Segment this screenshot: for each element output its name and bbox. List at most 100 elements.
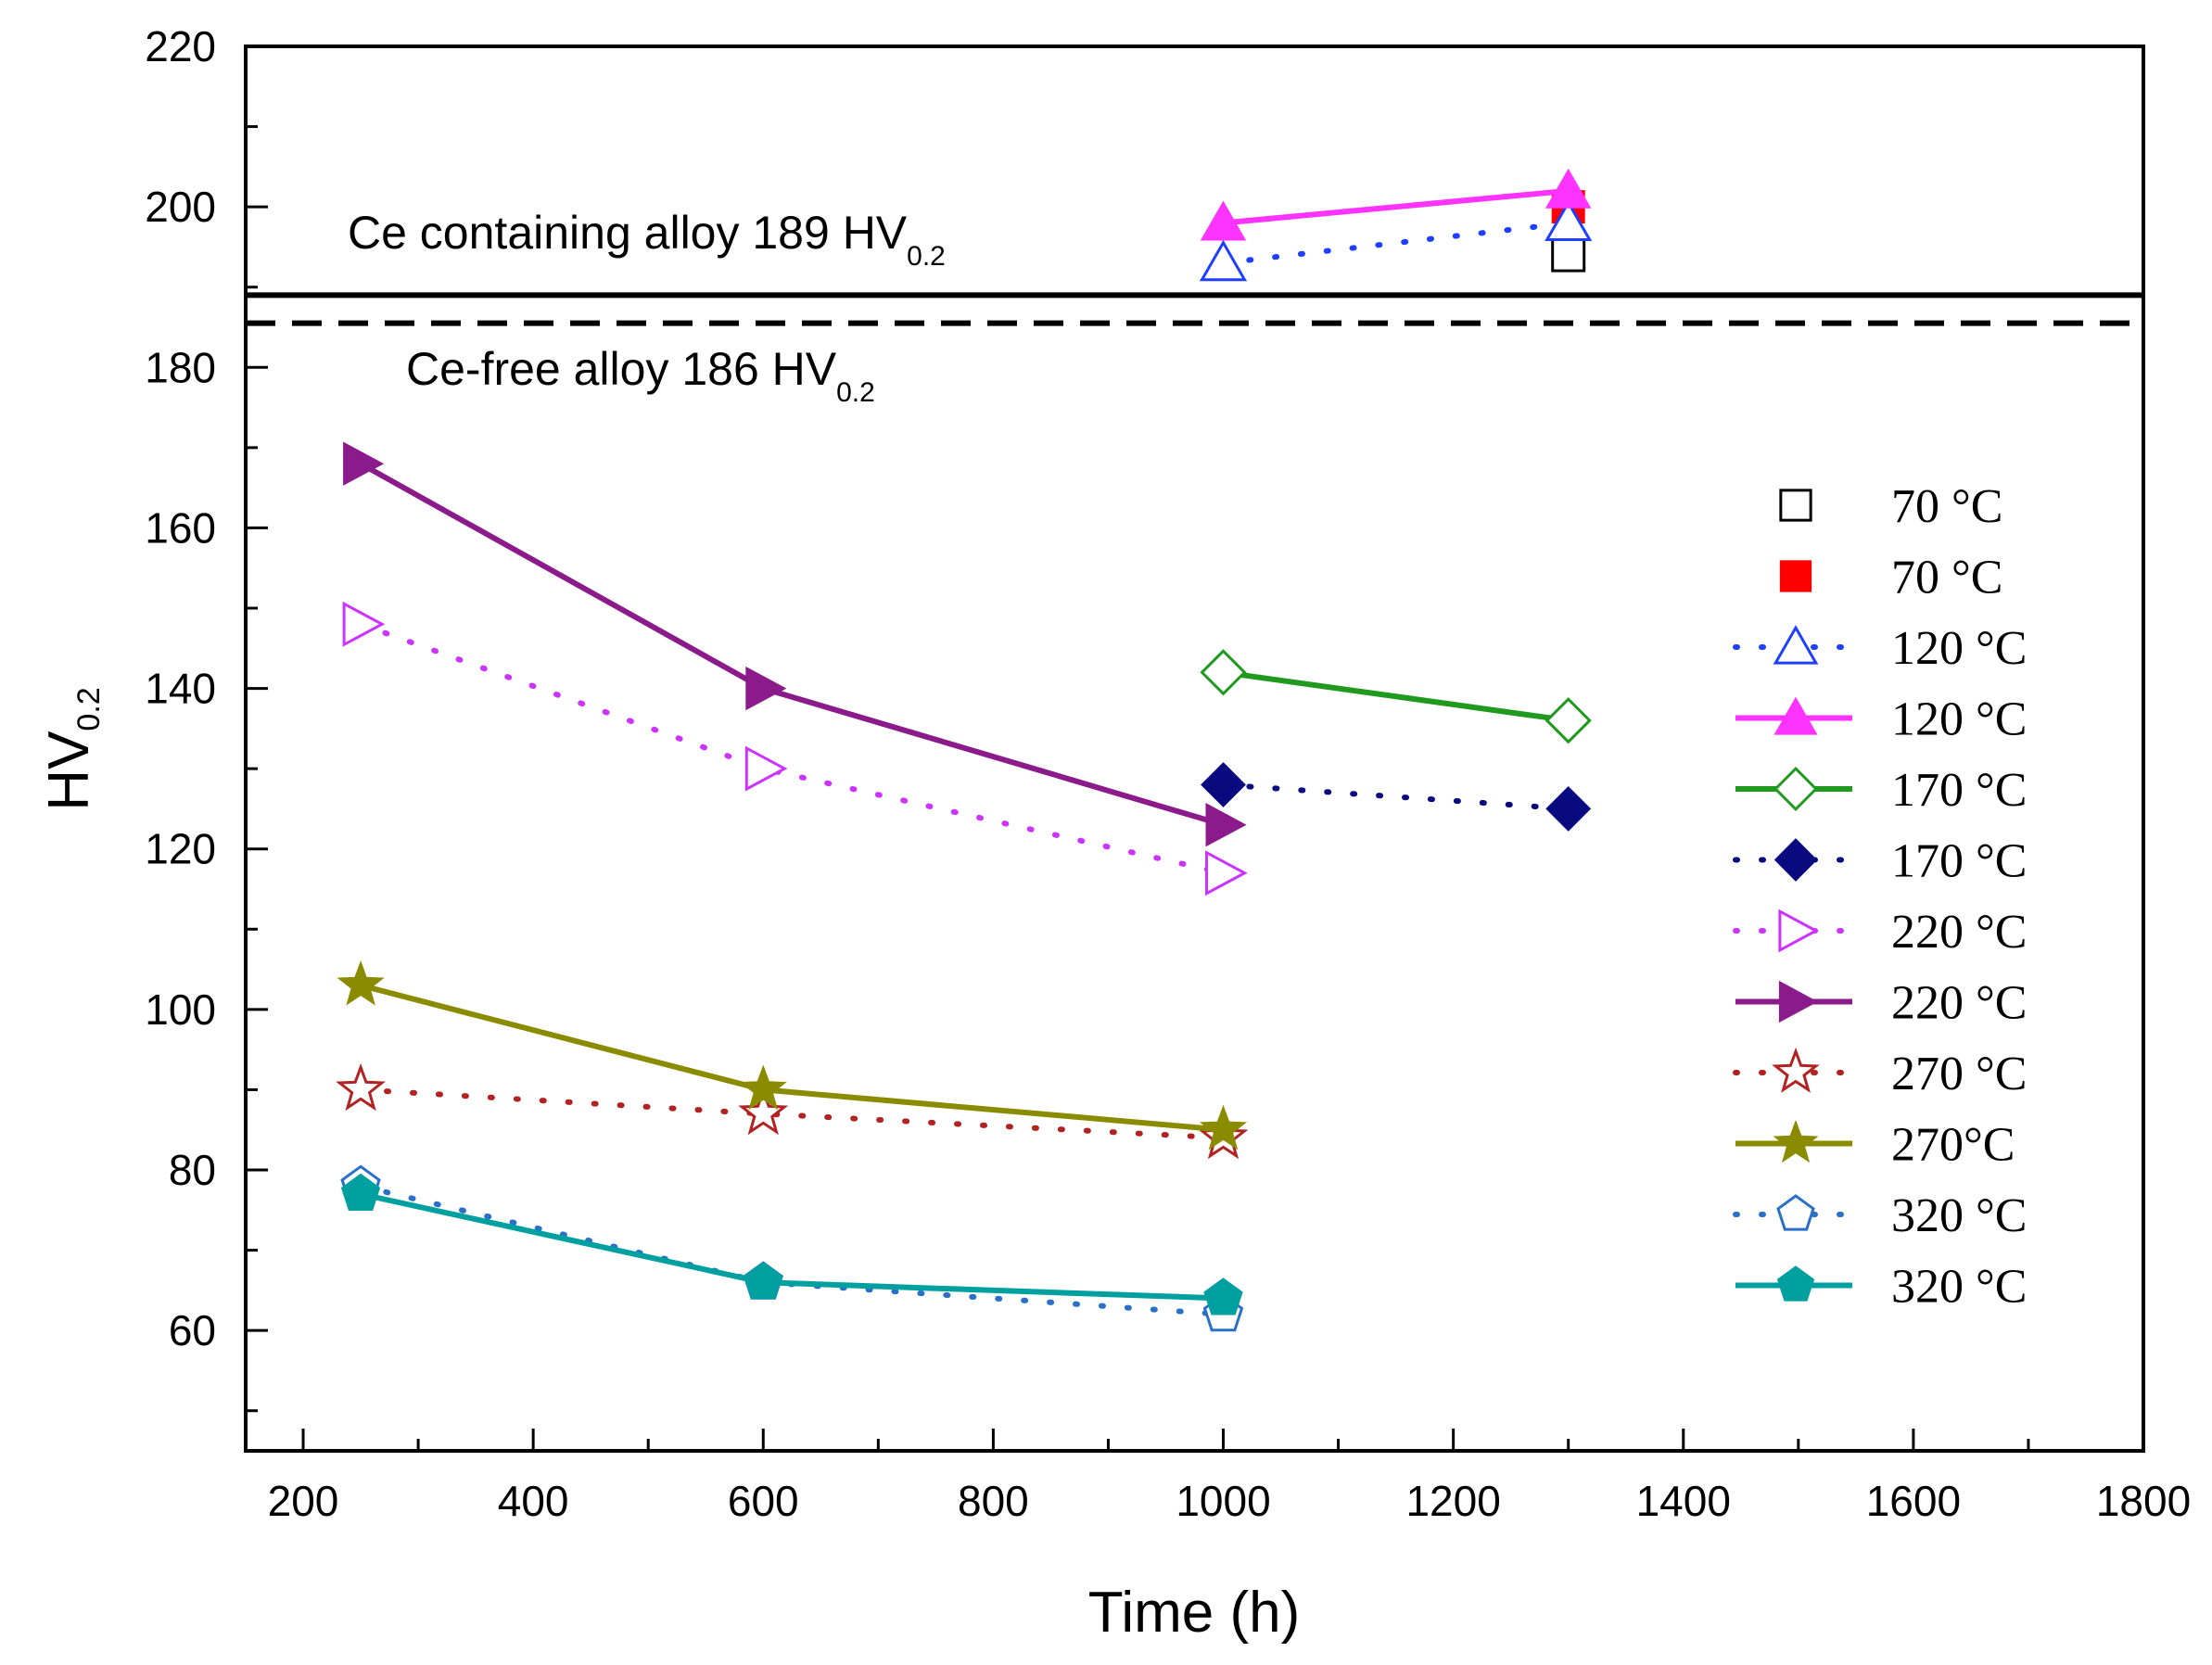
y-tick-label: 120 — [145, 825, 216, 873]
x-tick-label: 1600 — [1866, 1477, 1961, 1525]
data-point — [1545, 785, 1592, 832]
legend-label: 220 °C — [1891, 906, 2027, 959]
data-point — [1545, 697, 1592, 744]
y-tick-label: 100 — [145, 985, 216, 1034]
y-axis-title-subscript: 0.2 — [71, 687, 107, 731]
legend-marker — [1778, 980, 1818, 1023]
legend-marker — [1779, 560, 1812, 592]
series-line — [358, 1087, 1227, 1141]
legend-entry: 170 °C — [1733, 835, 2027, 888]
data-point — [340, 1173, 381, 1211]
legend-marker — [1773, 696, 1818, 735]
x-axis-title: Time (h) — [1088, 1581, 1300, 1645]
y-tick-label: 80 — [169, 1146, 216, 1194]
series-7 — [343, 441, 1247, 847]
plot-frame — [244, 44, 2145, 1453]
axis-ticks — [246, 44, 2145, 1451]
legend-entry: 270°C — [1735, 1119, 2015, 1172]
data-point — [1201, 762, 1246, 807]
y-axis-title-main: HV — [37, 731, 101, 811]
legend-entry: 120 °C — [1735, 693, 2027, 746]
data-point — [1551, 237, 1586, 273]
series-line — [1220, 782, 1571, 812]
legend-entry: 320 °C — [1735, 1261, 2027, 1314]
data-point — [1545, 199, 1593, 241]
y-tick-label: 220 — [145, 22, 216, 70]
legend-entry: 170 °C — [1735, 764, 2027, 817]
series-2 — [1199, 199, 1593, 282]
data-point — [337, 960, 385, 1006]
series-line — [1220, 220, 1571, 266]
y-tick-label: 60 — [169, 1306, 216, 1354]
series-3 — [1200, 168, 1592, 241]
data-point — [738, 1087, 789, 1136]
data-point — [1205, 803, 1247, 847]
legend-entry: 120 °C — [1733, 622, 2027, 675]
x-tick-label: 1800 — [2096, 1477, 2191, 1525]
legend-marker — [1776, 1194, 1815, 1231]
data-point — [744, 1261, 783, 1300]
legend-marker — [1779, 489, 1812, 522]
legend-entry: 70 °C — [1779, 552, 2002, 604]
legend-label: 270°C — [1891, 1119, 2015, 1172]
series-9 — [337, 960, 1248, 1150]
data-point — [343, 441, 385, 486]
data-point — [745, 666, 787, 711]
ce-free-annotation: Ce-free alloy 186 HV0.2 — [406, 343, 875, 408]
legend-marker — [1773, 766, 1818, 812]
ce-containing-annotation-main: Ce containing alloy 189 HV — [348, 207, 908, 259]
data-series — [336, 168, 1593, 1332]
legend-entry: 220 °C — [1735, 977, 2027, 1030]
legend-marker — [1776, 1265, 1815, 1302]
legend-marker — [1773, 1119, 1819, 1163]
y-tick-label: 180 — [145, 343, 216, 391]
x-tick-label: 800 — [958, 1477, 1029, 1525]
legend-label: 120 °C — [1891, 622, 2027, 675]
series-4 — [1200, 649, 1592, 744]
data-point — [739, 1064, 787, 1111]
data-point — [1203, 1277, 1243, 1315]
legend-label: 270 °C — [1891, 1048, 2027, 1100]
legend-label: 70 °C — [1891, 552, 2002, 604]
legend-label: 320 °C — [1891, 1261, 2027, 1314]
legend-entry: 220 °C — [1733, 906, 2027, 959]
legend-label: 170 °C — [1891, 835, 2027, 888]
x-tick-label: 1200 — [1405, 1477, 1500, 1525]
legend-label: 170 °C — [1891, 764, 2027, 817]
series-0 — [1551, 237, 1586, 273]
x-tick-label: 1000 — [1176, 1477, 1270, 1525]
legend-marker — [1773, 838, 1818, 882]
y-tick-labels: 60 80 100 120 140 160 180 200 220 — [145, 22, 216, 1354]
y-tick-label: 200 — [145, 183, 216, 231]
legend-marker — [1772, 1047, 1820, 1093]
y-axis-title: HV0.2 — [37, 687, 107, 810]
series-line — [1223, 187, 1569, 226]
series-line — [1223, 669, 1570, 724]
legend-marker — [1773, 625, 1819, 665]
y-tick-label: 160 — [145, 503, 216, 552]
data-point — [1545, 168, 1592, 209]
legend-label: 320 °C — [1891, 1189, 2027, 1242]
data-point — [1199, 1104, 1248, 1150]
data-point — [336, 1063, 387, 1112]
data-point — [1200, 200, 1247, 241]
ce-containing-annotation-subscript: 0.2 — [907, 241, 946, 272]
data-point — [744, 745, 788, 792]
legend-label: 70 °C — [1891, 480, 2002, 533]
series-5 — [1201, 762, 1592, 832]
series-6 — [342, 601, 1248, 896]
x-tick-label: 1400 — [1636, 1477, 1731, 1525]
legend-entry: 270 °C — [1733, 1047, 2027, 1100]
legend: 70 °C 70 °C 120 °C 120 °C 170 °C 170 °C 220 °C… — [1733, 480, 2027, 1314]
legend-marker — [1778, 909, 1819, 953]
data-point — [1200, 649, 1247, 696]
legend-entry: 70 °C — [1779, 480, 2002, 533]
data-point — [1205, 850, 1248, 896]
x-tick-labels: 200 400 600 800 1000 1200 1400 1600 1800 — [268, 1477, 2192, 1525]
legend-entry: 320 °C — [1733, 1189, 2027, 1242]
x-tick-label: 600 — [728, 1477, 799, 1525]
data-point — [1199, 239, 1248, 282]
data-point — [342, 601, 386, 647]
legend-label: 220 °C — [1891, 977, 2027, 1030]
